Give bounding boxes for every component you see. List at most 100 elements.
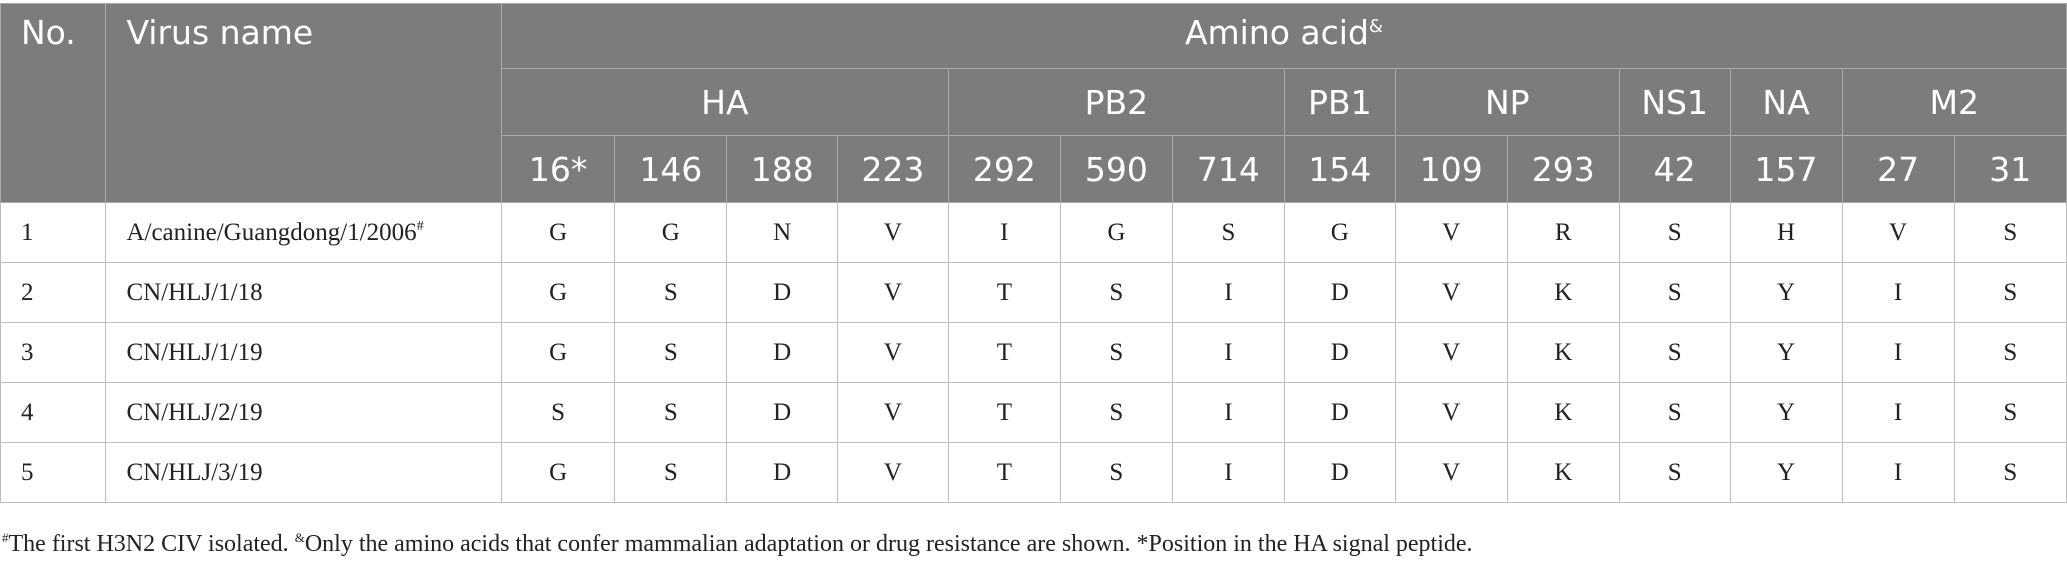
amino-acid-cell: I xyxy=(1171,442,1285,503)
position-header: 292 xyxy=(947,135,1061,203)
amino-acid-cell: G xyxy=(1059,202,1173,263)
amino-acid-cell: V xyxy=(837,322,949,383)
amino-acid-table: No. Virus name Amino acid& HA PB2 PB1 NP… xyxy=(0,3,2067,503)
position-header: 223 xyxy=(837,135,949,203)
amino-acid-cell: D xyxy=(726,262,839,323)
amino-acid-cell: G xyxy=(614,202,728,263)
footnote-mark-hash: # xyxy=(2,530,9,545)
row-number: 2 xyxy=(0,262,107,323)
footnote-text-second: Only the amino acids that confer mammali… xyxy=(304,531,1137,557)
amino-acid-cell: S xyxy=(1953,262,2067,323)
virus-name: CN/HLJ/2/19 xyxy=(126,398,263,426)
amino-acid-footnote-mark: & xyxy=(1368,16,1383,37)
amino-acid-cell: I xyxy=(947,202,1061,263)
position-header: 714 xyxy=(1171,135,1285,203)
position-header: 42 xyxy=(1618,135,1731,203)
amino-acid-cell: V xyxy=(1394,322,1508,383)
group-header-m2: M2 xyxy=(1841,68,2067,136)
amino-acid-cell: N xyxy=(726,202,839,263)
amino-acid-cell: V xyxy=(1394,262,1508,323)
amino-acid-cell: S xyxy=(1953,202,2067,263)
group-header-ha: HA xyxy=(500,68,949,136)
table-row: 4 CN/HLJ/2/19 S S D V T S I D V K S Y I S xyxy=(0,382,2067,443)
amino-acid-cell: V xyxy=(837,202,949,263)
position-header: 109 xyxy=(1394,135,1508,203)
virus-name-cell: CN/HLJ/2/19 xyxy=(105,382,502,443)
amino-acid-cell: V xyxy=(837,262,949,323)
amino-acid-cell: T xyxy=(947,382,1061,443)
amino-acid-cell: S xyxy=(1953,322,2067,383)
virus-name: CN/HLJ/1/18 xyxy=(126,278,263,306)
amino-acid-cell: V xyxy=(1394,202,1508,263)
amino-acid-cell: V xyxy=(837,382,949,443)
position-header: 31 xyxy=(1953,135,2067,203)
amino-acid-cell: D xyxy=(1283,442,1396,503)
amino-acid-cell: D xyxy=(726,382,839,443)
amino-acid-cell: I xyxy=(1171,322,1285,383)
position-header: 293 xyxy=(1506,135,1620,203)
amino-acid-cell: V xyxy=(1394,382,1508,443)
position-header: 154 xyxy=(1283,135,1396,203)
amino-acid-cell: S xyxy=(614,382,728,443)
table-row: 2 CN/HLJ/1/18 G S D V T S I D V K S Y I S xyxy=(0,262,2067,323)
header-virus-name: Virus name xyxy=(105,3,502,203)
amino-acid-cell: G xyxy=(500,262,616,323)
amino-acid-cell: G xyxy=(500,322,616,383)
amino-acid-cell: V xyxy=(1841,202,1955,263)
amino-acid-cell: S xyxy=(1059,442,1173,503)
group-header-ns1: NS1 xyxy=(1618,68,1731,136)
virus-name-cell: A/canine/Guangdong/1/2006# xyxy=(105,202,502,263)
table-body: 1 A/canine/Guangdong/1/2006# G G N V I G S G V R S H V… xyxy=(0,202,2067,503)
amino-acid-cell: T xyxy=(947,262,1061,323)
amino-acid-cell: T xyxy=(947,442,1061,503)
group-header-pb2: PB2 xyxy=(947,68,1285,136)
row-number: 1 xyxy=(0,202,107,263)
amino-acid-cell: S xyxy=(614,262,728,323)
amino-acid-cell: K xyxy=(1506,262,1620,323)
amino-acid-cell: S xyxy=(1059,262,1173,323)
amino-acid-cell: I xyxy=(1841,382,1955,443)
amino-acid-cell: S xyxy=(1618,382,1731,443)
amino-acid-cell: D xyxy=(1283,322,1396,383)
position-header: 16* xyxy=(500,135,616,203)
table-row: 5 CN/HLJ/3/19 G S D V T S I D V K S Y I S xyxy=(0,442,2067,503)
amino-acid-cell: S xyxy=(1059,322,1173,383)
amino-acid-cell: G xyxy=(500,442,616,503)
amino-acid-cell: D xyxy=(726,322,839,383)
amino-acid-cell: S xyxy=(614,442,728,503)
amino-acid-cell: G xyxy=(500,202,616,263)
virus-name-cell: CN/HLJ/3/19 xyxy=(105,442,502,503)
amino-acid-cell: I xyxy=(1841,262,1955,323)
row-number: 4 xyxy=(0,382,107,443)
amino-acid-cell: Y xyxy=(1729,442,1843,503)
amino-acid-cell: S xyxy=(1953,382,2067,443)
position-header: 146 xyxy=(614,135,728,203)
footnote-text-first: The first H3N2 CIV isolated. xyxy=(8,531,295,557)
table-footnote: #The first H3N2 CIV isolated. &Only the … xyxy=(2,531,1473,558)
position-header: 157 xyxy=(1729,135,1843,203)
amino-acid-cell: H xyxy=(1729,202,1843,263)
amino-acid-cell: I xyxy=(1171,382,1285,443)
amino-acid-cell: K xyxy=(1506,442,1620,503)
footnote-text-third: *Position in the HA signal peptide. xyxy=(1136,531,1473,557)
group-header-na: NA xyxy=(1729,68,1843,136)
amino-acid-cell: S xyxy=(614,322,728,383)
amino-acid-cell: V xyxy=(837,442,949,503)
amino-acid-cell: K xyxy=(1506,382,1620,443)
group-header-np: NP xyxy=(1394,68,1620,136)
amino-acid-cell: I xyxy=(1841,322,1955,383)
amino-acid-cell: S xyxy=(1618,202,1731,263)
row-number: 5 xyxy=(0,442,107,503)
amino-acid-cell: S xyxy=(1171,202,1285,263)
footnote-mark-amp: & xyxy=(294,530,305,545)
virus-name: CN/HLJ/3/19 xyxy=(126,458,263,486)
amino-acid-cell: S xyxy=(1618,262,1731,323)
amino-acid-cell: I xyxy=(1841,442,1955,503)
position-header: 188 xyxy=(726,135,839,203)
signal-peptide-mark: * xyxy=(570,149,588,189)
virus-name: CN/HLJ/1/19 xyxy=(126,338,263,366)
amino-acid-label: Amino acid xyxy=(1184,13,1369,52)
amino-acid-cell: Y xyxy=(1729,382,1843,443)
position-header: 590 xyxy=(1059,135,1173,203)
row-number: 3 xyxy=(0,322,107,383)
